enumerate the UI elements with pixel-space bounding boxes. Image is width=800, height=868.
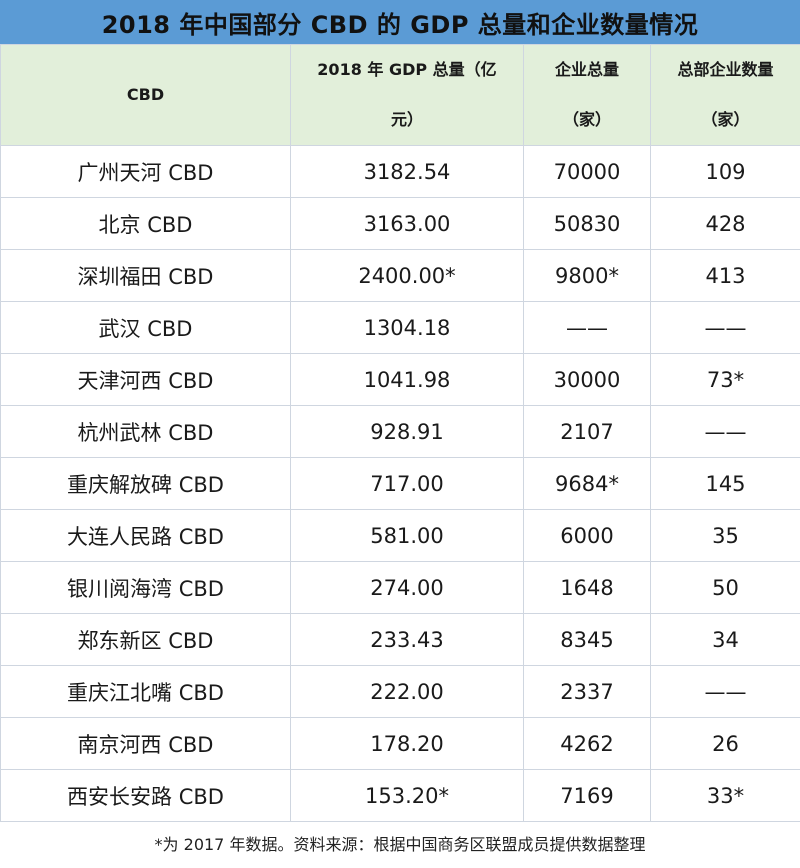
gdp-cell: 178.20 (290, 717, 524, 770)
hq-cell: 50 (650, 561, 800, 614)
hq-cell: 109 (650, 145, 800, 198)
header-gdp-line2: 元） (390, 110, 423, 129)
cbd-name-cell: 杭州武林 CBD (0, 405, 291, 458)
hq-cell: 35 (650, 509, 800, 562)
header-enterprises-line1: 企业总量 (554, 60, 619, 79)
cbd-name-cell: 重庆江北嘴 CBD (0, 665, 291, 718)
hq-cell: 145 (650, 457, 800, 510)
cbd-name-cell: 广州天河 CBD (0, 145, 291, 198)
hq-cell: —— (650, 405, 800, 458)
gdp-cell: 717.00 (290, 457, 524, 510)
table-row: 重庆解放碑 CBD 717.00 9684* 145 (0, 457, 800, 510)
cbd-name-cell: 北京 CBD (0, 197, 291, 250)
gdp-cell: 2400.00* (290, 249, 524, 302)
table-row: 银川阅海湾 CBD 274.00 1648 50 (0, 561, 800, 614)
table-row: 深圳福田 CBD 2400.00* 9800* 413 (0, 249, 800, 302)
enterprises-cell: 2337 (523, 665, 651, 718)
cbd-name-cell: 天津河西 CBD (0, 353, 291, 406)
enterprises-cell: 9800* (523, 249, 651, 302)
header-enterprises-line2: （家） (562, 110, 611, 129)
table-row: 西安长安路 CBD 153.20* 7169 33* (0, 769, 800, 822)
cbd-name-cell: 深圳福田 CBD (0, 249, 291, 302)
hq-cell: 26 (650, 717, 800, 770)
enterprises-cell: 4262 (523, 717, 651, 770)
table-row: 天津河西 CBD 1041.98 30000 73* (0, 353, 800, 406)
cbd-name-cell: 银川阅海湾 CBD (0, 561, 291, 614)
enterprises-cell: 30000 (523, 353, 651, 406)
table-row: 大连人民路 CBD 581.00 6000 35 (0, 509, 800, 562)
gdp-cell: 3182.54 (290, 145, 524, 198)
table-row: 北京 CBD 3163.00 50830 428 (0, 197, 800, 250)
header-gdp: 2018 年 GDP 总量（亿 元） (290, 44, 524, 146)
hq-cell: 413 (650, 249, 800, 302)
cbd-name-cell: 重庆解放碑 CBD (0, 457, 291, 510)
hq-cell: 33* (650, 769, 800, 822)
header-hq: 总部企业数量 （家） (650, 44, 800, 146)
cbd-name-cell: 郑东新区 CBD (0, 613, 291, 666)
enterprises-cell: 50830 (523, 197, 651, 250)
footnote: *为 2017 年数据。资料来源：根据中国商务区联盟成员提供数据整理 (154, 835, 646, 854)
enterprises-cell: 1648 (523, 561, 651, 614)
enterprises-cell: —— (523, 301, 651, 354)
enterprises-cell: 70000 (523, 145, 651, 198)
hq-cell: 73* (650, 353, 800, 406)
table-row: 广州天河 CBD 3182.54 70000 109 (0, 145, 800, 198)
hq-cell: 428 (650, 197, 800, 250)
cbd-name-cell: 西安长安路 CBD (0, 769, 291, 822)
cbd-name-cell: 武汉 CBD (0, 301, 291, 354)
gdp-cell: 153.20* (290, 769, 524, 822)
hq-cell: 34 (650, 613, 800, 666)
table-row: 南京河西 CBD 178.20 4262 26 (0, 717, 800, 770)
hq-cell: —— (650, 301, 800, 354)
enterprises-cell: 2107 (523, 405, 651, 458)
enterprises-cell: 7169 (523, 769, 651, 822)
hq-cell: —— (650, 665, 800, 718)
gdp-cell: 274.00 (290, 561, 524, 614)
header-hq-line2: （家） (701, 110, 750, 129)
header-row: CBD 2018 年 GDP 总量（亿 元） 企业总量 （家） 总部企业数量 （… (0, 44, 800, 146)
table-row: 重庆江北嘴 CBD 222.00 2337 —— (0, 665, 800, 718)
cbd-name-cell: 南京河西 CBD (0, 717, 291, 770)
gdp-cell: 222.00 (290, 665, 524, 718)
cbd-name-cell: 大连人民路 CBD (0, 509, 291, 562)
enterprises-cell: 6000 (523, 509, 651, 562)
header-hq-line1: 总部企业数量 (677, 60, 774, 79)
header-gdp-line1: 2018 年 GDP 总量（亿 (317, 60, 497, 79)
gdp-cell: 1041.98 (290, 353, 524, 406)
gdp-cell: 233.43 (290, 613, 524, 666)
gdp-cell: 928.91 (290, 405, 524, 458)
table-row: 郑东新区 CBD 233.43 8345 34 (0, 613, 800, 666)
enterprises-cell: 9684* (523, 457, 651, 510)
table-row: 武汉 CBD 1304.18 —— —— (0, 301, 800, 354)
gdp-cell: 1304.18 (290, 301, 524, 354)
cbd-data-table: CBD 2018 年 GDP 总量（亿 元） 企业总量 （家） 总部企业数量 （… (0, 44, 800, 822)
table-row: 杭州武林 CBD 928.91 2107 —— (0, 405, 800, 458)
gdp-cell: 3163.00 (290, 197, 524, 250)
table-title: 2018 年中国部分 CBD 的 GDP 总量和企业数量情况 (0, 0, 800, 44)
gdp-cell: 581.00 (290, 509, 524, 562)
enterprises-cell: 8345 (523, 613, 651, 666)
header-cbd: CBD (0, 44, 291, 146)
header-enterprises: 企业总量 （家） (523, 44, 651, 146)
